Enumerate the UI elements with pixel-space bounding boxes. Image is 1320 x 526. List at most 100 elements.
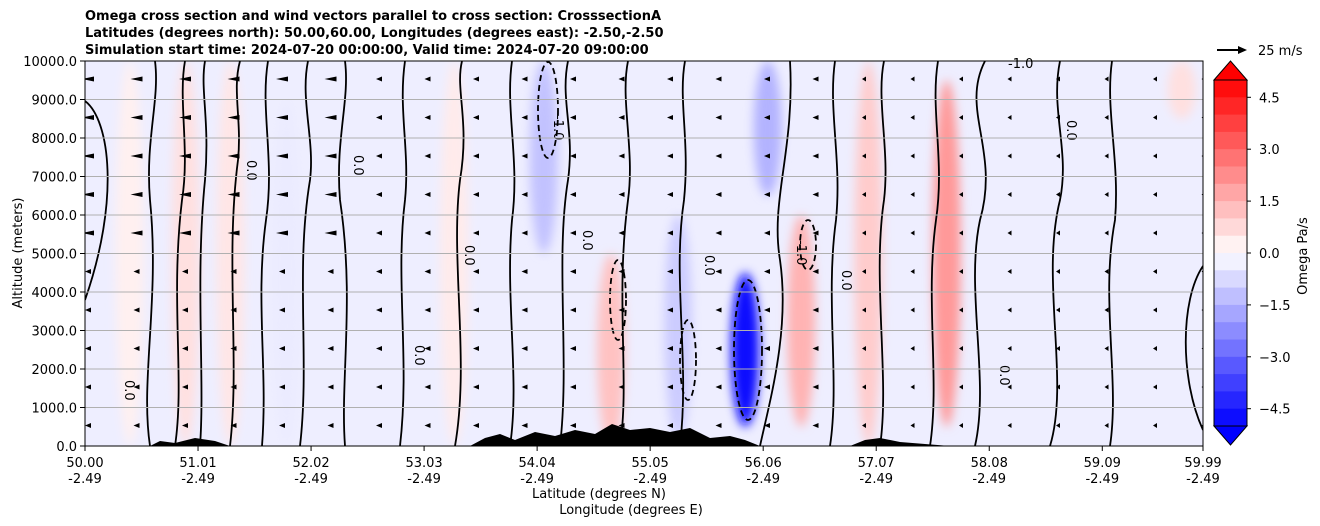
wind-arrow xyxy=(910,230,915,236)
wind-arrow xyxy=(1056,230,1060,236)
y-tick-label: 2000.0 xyxy=(32,363,78,378)
colorbar-tick-label: 3.0 xyxy=(1259,143,1280,158)
wind-arrow xyxy=(85,192,94,197)
contour-line xyxy=(509,61,516,446)
wind-arrow xyxy=(327,307,334,313)
negative-contour xyxy=(537,61,559,159)
title-line-3: Simulation start time: 2024-07-20 00:00:… xyxy=(85,43,649,58)
wind-arrow xyxy=(85,115,94,120)
wind-arrow xyxy=(618,384,625,390)
wind-arrow xyxy=(715,230,722,236)
wind-arrow xyxy=(179,192,191,197)
wind-arrow xyxy=(618,115,625,120)
wind-arrow xyxy=(862,423,866,428)
colorbar-extend-max xyxy=(1212,60,1249,81)
colorbar-segment xyxy=(1214,253,1247,271)
wind-arrow xyxy=(133,384,140,390)
wind-arrow xyxy=(85,269,91,274)
wind-arrow xyxy=(376,346,382,351)
colorbar-segment xyxy=(1214,235,1247,254)
wind-arrow xyxy=(812,346,819,351)
wind-arrow xyxy=(570,307,576,313)
x-tick-label-lat: 56.06 xyxy=(745,456,782,471)
quiver-key-arrowhead xyxy=(1238,46,1247,54)
wind-arrow xyxy=(618,269,625,274)
colorbar: 4.5 3.0 1.5 0.0 −1.5 −3.0 −4.5 xyxy=(1212,60,1291,446)
wind-arrow xyxy=(910,423,915,428)
wind-arrow xyxy=(1153,346,1157,351)
contour-label: 0.0 xyxy=(121,380,136,401)
wind-arrow xyxy=(1007,269,1012,274)
wind-arrow xyxy=(959,423,963,428)
wind-arrow xyxy=(279,423,285,428)
contour-label: 0.0 xyxy=(411,345,426,366)
wind-arrow xyxy=(376,192,382,197)
wind-arrow xyxy=(618,346,625,351)
x-tick-label-lat: 59.09 xyxy=(1084,456,1121,471)
contour-labels: 0.0 0.0 0.0 0.0 0.0 0.0 0.0 0.0 0.0 0.0 … xyxy=(121,57,1078,401)
wind-arrow xyxy=(1056,76,1060,82)
wind-arrow xyxy=(85,423,91,428)
colorbar-segment xyxy=(1214,218,1247,237)
wind-arrow xyxy=(570,192,576,197)
colorbar-segment xyxy=(1214,80,1247,98)
wind-arrow xyxy=(424,307,431,313)
wind-arrow xyxy=(1007,115,1012,120)
wind-arrow xyxy=(715,346,722,351)
colorbar-segment xyxy=(1214,114,1247,133)
wind-arrow xyxy=(862,307,866,313)
wind-arrow xyxy=(570,76,576,82)
x-tick-label-lon: -2.49 xyxy=(633,472,667,487)
wind-arrow xyxy=(570,346,576,351)
colorbar-segment xyxy=(1214,270,1247,289)
wind-arrow xyxy=(230,269,237,274)
x-tick-label-lat: 54.04 xyxy=(519,456,556,471)
wind-arrow xyxy=(521,115,528,120)
wind-arrow xyxy=(276,115,288,120)
wind-arrow xyxy=(133,307,140,313)
wind-arrow xyxy=(473,269,479,274)
wind-arrow xyxy=(521,269,528,274)
contour-line xyxy=(1049,61,1064,446)
wind-arrow xyxy=(230,346,237,351)
wind-arrow xyxy=(862,153,866,159)
contour-line xyxy=(1108,61,1117,446)
wind-arrow xyxy=(227,192,240,197)
wind-arrow xyxy=(764,76,770,82)
wind-arrow xyxy=(227,115,240,120)
wind-arrow xyxy=(910,76,915,82)
colorbar-segment xyxy=(1214,356,1247,375)
wind-arrow xyxy=(764,192,770,197)
wind-arrow xyxy=(570,269,576,274)
y-tick-label: 10000.0 xyxy=(23,55,77,70)
wind-arrow xyxy=(1153,153,1157,159)
wind-arrow xyxy=(182,423,188,428)
wind-arrow xyxy=(764,346,770,351)
wind-arrow xyxy=(959,76,963,82)
chart-title: Omega cross section and wind vectors par… xyxy=(85,8,664,59)
wind-arrow xyxy=(424,269,431,274)
wind-arrow xyxy=(1153,76,1157,82)
wind-arrow xyxy=(910,115,915,120)
x-tick-label-lon: -2.49 xyxy=(1085,472,1119,487)
x-tick-label-lon: -2.49 xyxy=(68,472,102,487)
wind-arrow xyxy=(667,76,673,82)
colorbar-tick-label: 4.5 xyxy=(1259,91,1280,106)
wind-arrow xyxy=(376,269,382,274)
colorbar-segment xyxy=(1214,408,1247,427)
contour-label: 0.0 xyxy=(243,160,258,181)
contour-line xyxy=(260,61,270,446)
wind-arrow xyxy=(521,230,528,236)
wind-arrow xyxy=(424,346,431,351)
wind-arrow xyxy=(376,307,382,313)
wind-arrow xyxy=(715,384,722,390)
x-tick-label-lat: 57.07 xyxy=(858,456,895,471)
wind-arrow xyxy=(959,384,963,390)
contour-line xyxy=(759,61,792,446)
wind-arrow xyxy=(521,384,528,390)
colorbar-tick-label: 1.5 xyxy=(1259,195,1280,210)
omega-region xyxy=(731,272,760,427)
y-tick-label: 1000.0 xyxy=(32,402,78,417)
wind-arrow xyxy=(276,192,288,197)
